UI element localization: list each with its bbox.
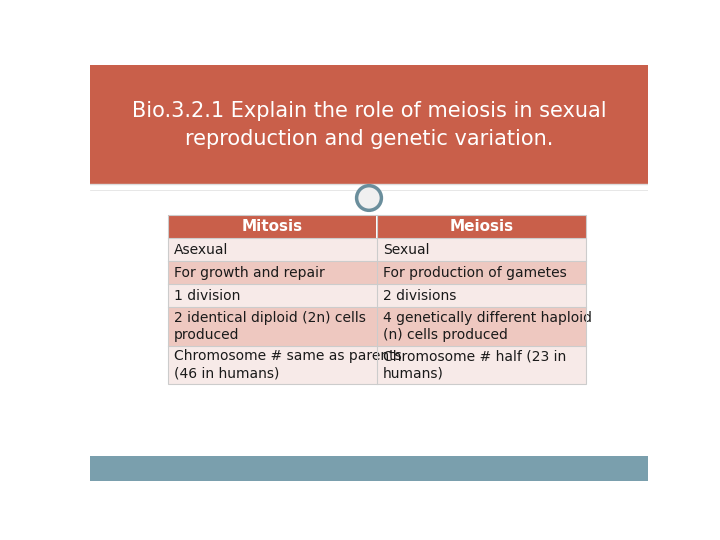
Text: Chromosome # same as parents
(46 in humans): Chromosome # same as parents (46 in huma… (174, 349, 402, 381)
Bar (377, 307, 586, 346)
Bar (168, 238, 377, 261)
Text: 4 genetically different haploid
(n) cells produced: 4 genetically different haploid (n) cell… (383, 311, 592, 342)
Text: 2 divisions: 2 divisions (383, 289, 456, 303)
Bar (90, 184, 648, 456)
Bar (90, 65, 648, 184)
Bar (168, 346, 377, 384)
Text: Asexual: Asexual (174, 242, 228, 256)
Text: 2 identical diploid (2n) cells
produced: 2 identical diploid (2n) cells produced (174, 311, 366, 342)
Bar (90, 456, 648, 481)
Text: Sexual: Sexual (383, 242, 429, 256)
Bar (168, 215, 376, 238)
Bar (377, 215, 586, 238)
Text: Meiosis: Meiosis (449, 219, 513, 234)
Circle shape (356, 186, 382, 210)
Text: Mitosis: Mitosis (242, 219, 302, 234)
Bar (168, 261, 377, 284)
Bar (168, 215, 586, 384)
Text: Chromosome # half (23 in
humans): Chromosome # half (23 in humans) (383, 349, 566, 381)
Bar (377, 346, 586, 384)
Bar (377, 238, 586, 261)
Text: 1 division: 1 division (174, 289, 240, 303)
Bar (168, 307, 377, 346)
Bar (168, 284, 377, 307)
Text: For growth and repair: For growth and repair (174, 266, 325, 280)
Text: Bio.3.2.1 Explain the role of meiosis in sexual
reproduction and genetic variati: Bio.3.2.1 Explain the role of meiosis in… (132, 101, 606, 149)
Bar (377, 261, 586, 284)
Text: For production of gametes: For production of gametes (383, 266, 567, 280)
Bar (377, 284, 586, 307)
